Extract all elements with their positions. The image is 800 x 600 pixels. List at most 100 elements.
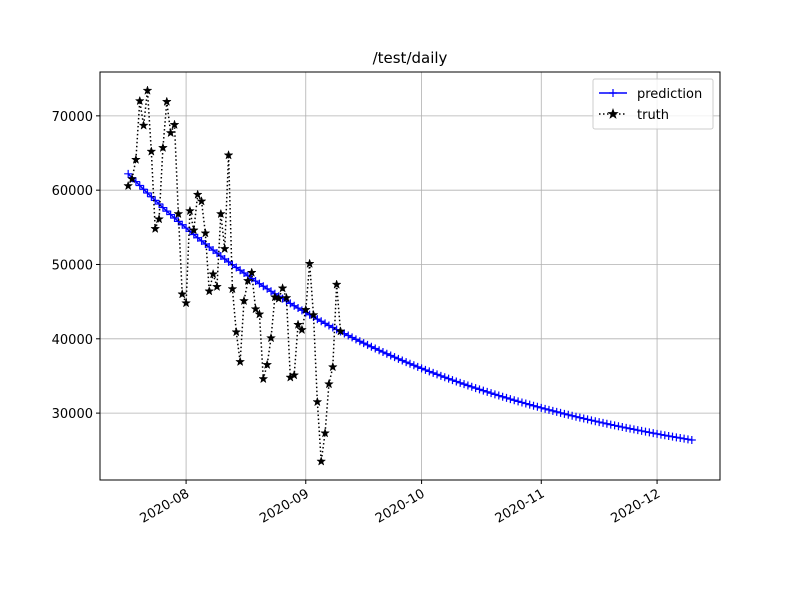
plus-marker xyxy=(471,384,480,393)
plus-marker xyxy=(664,431,673,440)
plus-marker xyxy=(591,417,600,426)
plus-marker xyxy=(166,210,175,219)
plus-marker xyxy=(444,374,453,383)
plus-marker xyxy=(475,385,484,394)
star-marker xyxy=(184,205,195,216)
plus-marker xyxy=(645,428,654,437)
star-marker xyxy=(320,427,331,438)
plus-marker xyxy=(460,380,469,389)
plus-marker xyxy=(556,408,565,417)
plus-marker xyxy=(390,353,399,362)
plus-marker xyxy=(614,422,623,431)
plus-marker xyxy=(378,348,387,357)
star-marker xyxy=(177,288,188,299)
plus-marker xyxy=(606,420,615,429)
plus-marker xyxy=(649,429,658,438)
plus-marker xyxy=(525,400,534,409)
plus-marker xyxy=(676,434,685,443)
star-marker xyxy=(335,326,346,336)
plus-marker xyxy=(394,354,403,363)
plus-marker xyxy=(672,433,681,442)
star-marker xyxy=(312,396,323,407)
plus-marker xyxy=(568,411,577,420)
star-marker xyxy=(204,285,215,296)
star-marker xyxy=(304,258,315,268)
plus-marker xyxy=(641,427,650,436)
legend-marker xyxy=(609,89,617,97)
star-marker xyxy=(231,326,242,337)
star-marker xyxy=(266,332,277,343)
plus-marker xyxy=(502,393,511,402)
plus-marker xyxy=(328,323,337,332)
star-marker xyxy=(281,292,292,303)
star-marker xyxy=(154,213,165,224)
star-marker xyxy=(215,208,226,219)
legend-marker xyxy=(607,107,619,119)
plus-marker xyxy=(683,435,692,444)
star-marker xyxy=(262,359,273,370)
y-tick-label: 30000 xyxy=(52,407,93,422)
plus-marker xyxy=(467,382,476,391)
star-marker xyxy=(327,361,338,372)
chart-title: /test/daily xyxy=(373,49,448,67)
plus-marker xyxy=(490,390,499,399)
star-marker xyxy=(250,303,261,314)
plus-marker xyxy=(359,339,368,348)
plus-marker xyxy=(363,340,372,349)
plus-marker xyxy=(560,409,569,418)
star-marker xyxy=(173,208,184,219)
plus-marker xyxy=(599,418,608,427)
plus-marker xyxy=(587,416,596,425)
star-marker xyxy=(258,373,269,384)
plus-marker xyxy=(463,381,472,390)
plus-marker xyxy=(483,387,492,396)
star-marker xyxy=(161,96,172,106)
plus-marker xyxy=(398,356,407,365)
star-marker xyxy=(192,189,203,199)
plus-marker xyxy=(182,224,191,233)
plus-marker xyxy=(583,415,592,424)
star-marker xyxy=(254,309,265,319)
star-marker xyxy=(293,319,304,329)
star-marker xyxy=(331,279,342,289)
plus-marker xyxy=(680,434,689,443)
star-marker xyxy=(181,297,192,308)
plus-marker xyxy=(653,429,662,438)
plus-marker xyxy=(506,395,515,404)
star-marker xyxy=(142,85,153,95)
plus-marker xyxy=(537,403,546,412)
star-marker xyxy=(127,173,138,184)
plus-marker xyxy=(417,364,426,373)
plus-marker xyxy=(514,397,523,406)
star-marker xyxy=(277,282,288,293)
plus-marker xyxy=(158,203,167,212)
plus-marker xyxy=(351,335,360,344)
plus-marker xyxy=(602,419,611,428)
star-marker xyxy=(208,268,219,279)
plus-marker xyxy=(533,402,542,411)
plus-marker xyxy=(421,365,430,374)
star-marker xyxy=(150,223,161,234)
plus-marker xyxy=(324,321,333,330)
plus-marker xyxy=(344,331,353,340)
star-marker xyxy=(308,309,319,320)
legend-box xyxy=(592,78,714,130)
plus-marker xyxy=(487,389,496,398)
plus-marker xyxy=(610,421,619,430)
star-marker xyxy=(223,149,234,160)
star-marker xyxy=(316,456,327,466)
plus-marker xyxy=(155,200,164,209)
plus-marker xyxy=(626,424,635,433)
star-marker xyxy=(242,275,253,286)
plus-marker xyxy=(552,407,561,416)
plus-marker xyxy=(529,401,538,410)
plus-marker xyxy=(637,426,646,435)
plus-marker xyxy=(510,396,519,405)
plus-marker xyxy=(579,414,588,423)
plus-marker xyxy=(382,349,391,358)
star-marker xyxy=(138,120,149,130)
star-marker xyxy=(169,119,180,130)
plus-marker xyxy=(170,214,179,223)
y-tick-label: 50000 xyxy=(52,258,93,273)
